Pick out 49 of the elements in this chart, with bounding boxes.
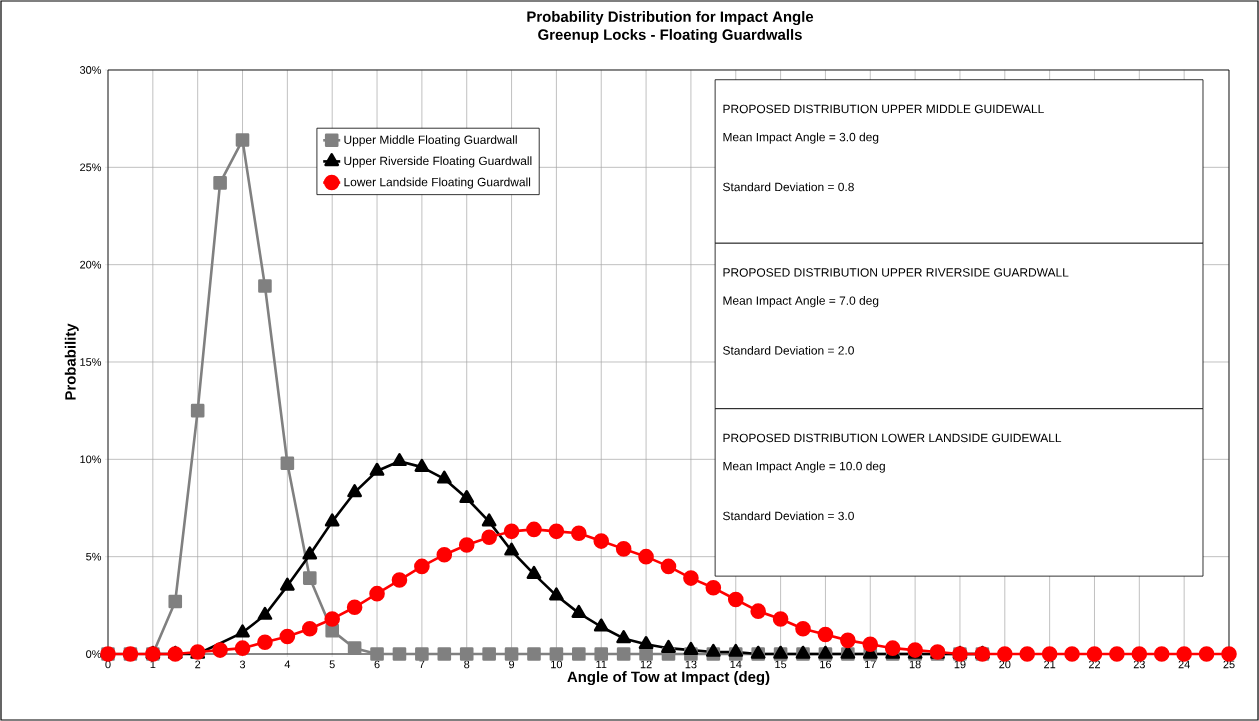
x-tick-label: 7 xyxy=(419,660,425,669)
x-tick-label: 11 xyxy=(596,660,607,669)
annotation: PROPOSED DISTRIBUTION UPPER RIVERSIDE GUARDWALL xyxy=(723,268,1069,277)
x-tick-label: 13 xyxy=(685,660,697,669)
x-tick-label: 3 xyxy=(239,660,246,669)
legend-label: Lower Landside Floating Guardwall xyxy=(344,177,531,189)
x-tick-label: 8 xyxy=(464,660,470,669)
y-tick-label: 30% xyxy=(79,66,102,74)
x-tick-label: 4 xyxy=(284,660,291,669)
x-tick-label: 9 xyxy=(509,660,515,669)
x-tick-label: 10 xyxy=(551,660,563,669)
y-tick-label: 15% xyxy=(80,358,102,366)
x-tick-label: 1 xyxy=(150,660,156,669)
chart-title: Probability Distribution for Impact Angle xyxy=(527,11,814,26)
x-axis-title: Angle of Tow at Impact (deg) xyxy=(567,671,770,686)
y-tick-label: 0% xyxy=(86,650,102,658)
y-tick-label: 20% xyxy=(80,260,102,269)
x-tick-label: 20 xyxy=(999,660,1011,669)
annotation: Standard Deviation = 0.8 xyxy=(723,182,854,192)
legend-label: Upper Middle Floating Guardwall xyxy=(344,135,517,147)
x-tick-label: 21 xyxy=(1044,660,1056,669)
x-tick-label: 6 xyxy=(374,660,380,669)
x-tick-label: 5 xyxy=(329,660,335,669)
y-axis-title: Probability xyxy=(64,323,79,400)
legend-label: Upper Riverside Floating Guardwall xyxy=(344,156,532,168)
annotation: PROPOSED DISTRIBUTION LOWER LANDSIDE GUIDEWALL xyxy=(723,433,1062,443)
annotation: Mean Impact Angle = 3.0 deg xyxy=(723,132,879,144)
annotation: Mean Impact Angle = 10.0 deg xyxy=(723,461,885,473)
x-tick-label: 23 xyxy=(1133,660,1145,669)
chart-subtitle: Greenup Locks - Floating Guardwalls xyxy=(538,28,802,43)
x-tick-label: 22 xyxy=(1088,660,1101,669)
x-tick-label: 18 xyxy=(909,660,921,669)
x-tick-label: 25 xyxy=(1223,660,1235,669)
annotation: Standard Deviation = 2.0 xyxy=(723,345,854,355)
annotation: PROPOSED DISTRIBUTION UPPER MIDDLE GUIDEWALL xyxy=(723,104,1044,114)
y-tick-label: 10% xyxy=(80,455,102,464)
annotation: Mean Impact Angle = 7.0 deg xyxy=(723,296,879,308)
annotation: Standard Deviation = 3.0 xyxy=(723,511,854,521)
x-tick-label: 15 xyxy=(775,660,787,669)
x-tick-label: 2 xyxy=(195,660,201,669)
x-tick-label: 12 xyxy=(640,660,652,669)
x-tick-label: 16 xyxy=(820,660,832,669)
x-tick-label: 24 xyxy=(1178,660,1190,669)
x-tick-label: 14 xyxy=(730,660,742,669)
x-tick-label: 19 xyxy=(954,660,966,669)
x-tick-label: 0 xyxy=(105,660,111,669)
y-tick-label: 5% xyxy=(86,552,102,561)
x-tick-label: 17 xyxy=(865,660,876,669)
y-tick-label: 25% xyxy=(80,163,102,172)
